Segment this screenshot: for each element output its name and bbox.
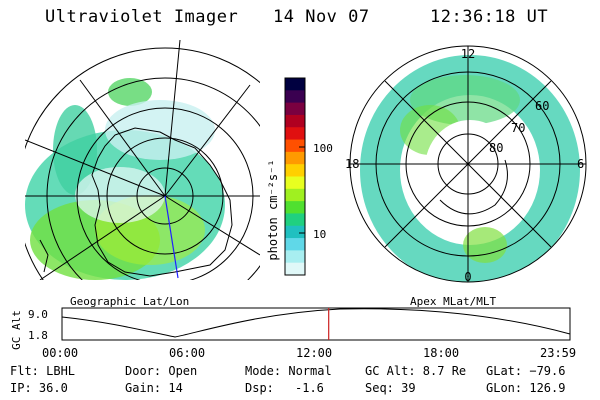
mlt-label-0: 0 <box>464 270 471 284</box>
mlt-label-12: 12 <box>461 47 475 61</box>
colorbar-unit-label: photon cm⁻²s⁻¹ <box>266 159 280 260</box>
timeline-xtick-0600: 06:00 <box>169 346 205 360</box>
colorbar-segment <box>285 250 305 264</box>
colorbar-segment <box>285 164 305 177</box>
left-panel-caption: Geographic Lat/Lon <box>70 295 190 308</box>
colorbar-segment <box>285 151 305 165</box>
mode-label: Mode: Normal <box>245 364 332 378</box>
time-label: 12:36:18 UT <box>430 7 549 27</box>
colorbar-segment <box>285 78 305 91</box>
colorbar-tick-100: 100 <box>313 142 333 155</box>
gc-alt-label: GC Alt: 8.7 Re <box>365 364 467 378</box>
instrument-title: Ultraviolet Imager <box>45 7 239 27</box>
colorbar-segment <box>285 139 305 153</box>
timeline-xtick-0000: 00:00 <box>42 346 78 360</box>
timeline-xtick-1800: 18:00 <box>423 346 459 360</box>
glon-label: GLon: 126.9 <box>486 381 566 395</box>
date-label: 14 Nov 07 <box>273 7 370 27</box>
colorbar-segment <box>285 127 305 141</box>
timeline-xtick-1200: 12:00 <box>296 346 332 360</box>
magnetic-map: 12 18 6 0 60 70 80 <box>345 45 587 284</box>
colorbar-segment <box>285 188 305 202</box>
timeline-ytick-bottom: 1.8 <box>28 329 48 342</box>
altitude-timeline: GC Alt 9.0 1.8 00:00 06:00 12:00 18:00 2… <box>10 307 576 360</box>
timeline-xtick-2359: 23:59 <box>540 346 576 360</box>
timeline-ytick-top: 9.0 <box>28 308 48 321</box>
lat-label-70: 70 <box>511 121 525 135</box>
glat-label: GLat: −79.6 <box>486 364 566 378</box>
lat-label-80: 80 <box>489 141 503 155</box>
colorbar-segment <box>285 176 305 190</box>
colorbar-segment <box>285 262 305 276</box>
colorbar-segment <box>285 114 305 128</box>
colorbar: photon cm⁻²s⁻¹ 100 10 <box>266 77 333 276</box>
colorbar-segment <box>285 102 305 116</box>
colorbar-tick-10: 10 <box>313 228 326 241</box>
door-label: Door: Open <box>125 364 198 378</box>
timeline-ylabel: GC Alt <box>10 310 23 350</box>
right-panel-caption: Apex MLat/MLT <box>410 295 497 308</box>
mlt-label-18: 18 <box>345 157 359 171</box>
lat-label-60: 60 <box>535 99 549 113</box>
colorbar-segment <box>285 238 305 251</box>
colorbar-segment <box>285 201 305 214</box>
ip-label: IP: 36.0 <box>10 381 68 395</box>
mlt-label-6: 6 <box>577 157 584 171</box>
gain-label: Gain: 14 <box>125 381 183 395</box>
geographic-map <box>25 40 260 280</box>
dsp-label: Dsp: <box>245 381 274 395</box>
filter-label: Flt: LBHL <box>10 364 76 378</box>
colorbar-segment <box>285 90 305 104</box>
colorbar-segment <box>285 225 305 239</box>
seq-label: Seq: 39 <box>365 381 416 395</box>
dsp-value: -1.6 <box>295 381 324 395</box>
colorbar-segment <box>285 213 305 227</box>
